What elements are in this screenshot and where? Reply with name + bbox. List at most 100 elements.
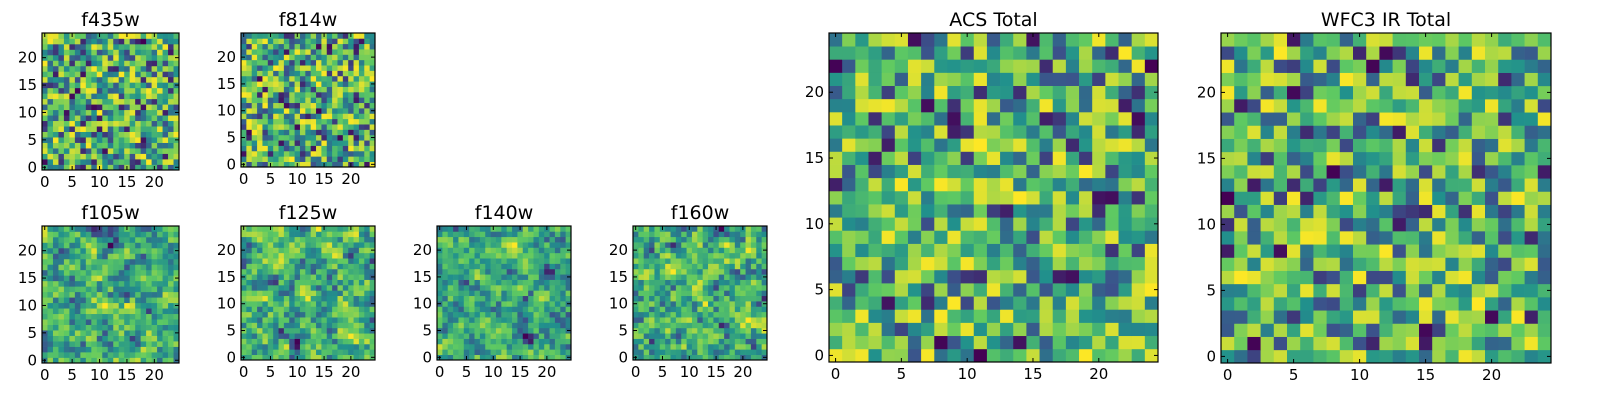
heatmap-cell <box>894 98 909 113</box>
heatmap-cell <box>469 242 475 248</box>
heatmap-cell <box>1339 349 1354 364</box>
heatmap-cell <box>708 258 714 264</box>
heatmap-cell <box>565 290 572 297</box>
heatmap-cell <box>1445 191 1459 205</box>
heatmap-cell <box>691 338 698 345</box>
heatmap-cell <box>310 118 317 125</box>
heatmap-cell <box>907 98 922 113</box>
heatmap-cell <box>151 104 158 111</box>
heatmap-cell <box>1326 231 1341 245</box>
heatmap-cell <box>321 284 328 291</box>
heatmap-cell <box>129 33 136 39</box>
heatmap-cell <box>278 113 285 120</box>
heatmap-cell <box>453 258 459 264</box>
heatmap-cell <box>118 142 125 149</box>
heatmap-cell <box>691 354 698 361</box>
heatmap-cell <box>1419 270 1433 285</box>
heatmap-cell <box>63 335 70 342</box>
heatmap-cell <box>305 81 312 87</box>
heatmap-cell <box>756 242 762 248</box>
heatmap-cell <box>113 291 120 298</box>
heatmap-cell <box>135 319 141 325</box>
heatmap-cell <box>1092 204 1106 218</box>
x-tick-label: 20 <box>341 363 360 381</box>
heatmap-cell <box>69 330 76 336</box>
heatmap-cell <box>273 75 279 82</box>
heatmap-cell <box>565 338 572 345</box>
heatmap-cell <box>42 236 48 243</box>
heatmap-cell <box>554 263 561 270</box>
heatmap-cell <box>91 291 98 298</box>
heatmap-cell <box>1273 231 1288 245</box>
heatmap-cell <box>512 333 518 339</box>
heatmap-cell <box>947 256 961 271</box>
heatmap-cell <box>469 231 475 238</box>
heatmap-cell <box>74 71 81 78</box>
heatmap-cell <box>724 242 730 248</box>
heatmap-cell <box>474 311 481 318</box>
heatmap-cell <box>1405 323 1420 337</box>
heatmap-cell <box>353 161 360 168</box>
heatmap-cell <box>353 140 360 146</box>
heatmap-cell <box>246 113 253 120</box>
heatmap-cell <box>702 343 709 350</box>
heatmap-cell <box>670 258 677 264</box>
x-tick-label: 20 <box>145 366 164 384</box>
heatmap-cell <box>42 87 48 94</box>
heatmap-cell <box>96 98 103 105</box>
heatmap-cell <box>168 341 174 347</box>
heatmap-cell <box>146 164 152 171</box>
heatmap-cell <box>1065 348 1080 363</box>
heatmap-cell <box>442 252 449 259</box>
heatmap-cell <box>665 311 671 318</box>
heatmap-cell <box>146 335 152 342</box>
heatmap-cell <box>129 286 136 293</box>
heatmap-cell <box>670 295 677 302</box>
heatmap-cell <box>756 247 762 254</box>
heatmap-cell <box>135 93 141 100</box>
heatmap-cell <box>102 82 109 89</box>
heatmap-cell <box>490 236 497 243</box>
heatmap-cell <box>246 338 253 345</box>
heatmap-cell <box>643 242 650 248</box>
heatmap-cell <box>342 65 349 71</box>
heatmap-cell <box>107 104 114 111</box>
heatmap-cell <box>47 49 54 56</box>
heatmap-cell <box>947 296 961 310</box>
heatmap-cell <box>1039 256 1054 271</box>
heatmap-cell <box>1471 257 1486 271</box>
heatmap-cell <box>533 242 540 248</box>
heatmap-cell <box>173 297 180 304</box>
heatmap-cell <box>1131 296 1146 310</box>
heatmap-cell <box>294 274 301 280</box>
heatmap-cell <box>129 253 136 260</box>
heatmap-cell <box>353 333 360 339</box>
heatmap-cell <box>485 333 491 339</box>
heatmap-cell <box>168 148 174 154</box>
heatmap-cell <box>442 268 449 275</box>
heatmap-cell <box>353 97 360 104</box>
heatmap-cell <box>638 338 645 345</box>
heatmap-cell <box>1065 59 1080 73</box>
heatmap-cell <box>342 279 349 286</box>
heatmap-cell <box>681 338 687 345</box>
heatmap-cell <box>267 102 274 109</box>
heatmap-cell <box>533 290 540 297</box>
heatmap-cell <box>96 335 103 342</box>
heatmap-cell <box>1221 231 1235 245</box>
heatmap-cell <box>1052 33 1067 47</box>
heatmap-cell <box>1405 349 1420 364</box>
heatmap-cell <box>1000 348 1014 363</box>
heatmap-cell <box>453 279 459 286</box>
heatmap-cell <box>437 338 443 345</box>
heatmap-cell <box>58 137 65 143</box>
heatmap-cell <box>47 148 54 154</box>
heatmap-cell <box>273 156 279 162</box>
heatmap-cell <box>299 274 306 280</box>
heatmap-cell <box>474 226 481 232</box>
heatmap-cell <box>495 284 502 291</box>
heatmap-cell <box>549 343 556 350</box>
heatmap-cell <box>469 268 475 275</box>
heatmap-cell <box>761 322 768 329</box>
heatmap-cell <box>713 349 720 355</box>
